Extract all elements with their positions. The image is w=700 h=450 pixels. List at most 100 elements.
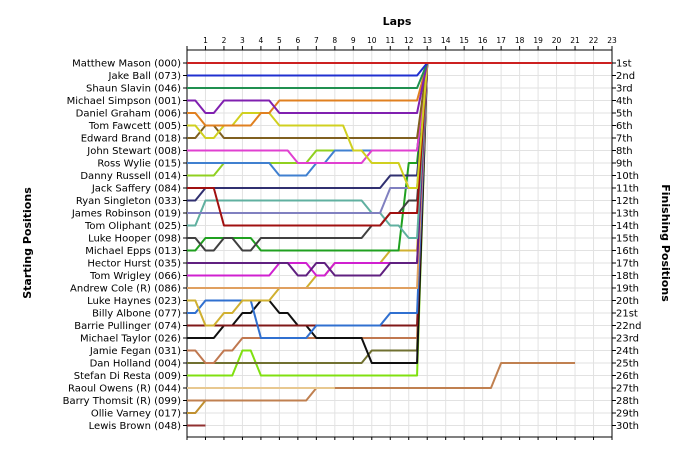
driver-name-label: Michael Epps (013) xyxy=(85,246,181,257)
series-line xyxy=(187,62,429,164)
series-line xyxy=(187,62,429,127)
driver-name-label: Stefan Di Resta (009) xyxy=(74,371,181,382)
finishing-position-label: 1st xyxy=(616,59,632,70)
lap-tick-label: 13 xyxy=(422,36,432,45)
driver-name-label: Shaun Slavin (046) xyxy=(86,84,181,95)
series-lines xyxy=(187,62,612,427)
lap-tick-label: 11 xyxy=(385,36,395,45)
finishing-position-label: 21st xyxy=(616,309,638,320)
finishing-position-label: 15th xyxy=(616,234,639,245)
driver-name-label: Michael Simpson (001) xyxy=(67,96,182,107)
driver-name-label: Ross Wylie (015) xyxy=(97,159,181,170)
series-line xyxy=(187,62,429,202)
driver-name-label: Barrie Pullinger (074) xyxy=(74,321,181,332)
finishing-position-label: 22nd xyxy=(616,321,641,332)
finishing-position-label: 14th xyxy=(616,221,639,232)
finishing-position-label: 2nd xyxy=(616,71,635,82)
driver-name-label: Danny Russell (014) xyxy=(80,171,181,182)
finishing-position-label: 26th xyxy=(616,371,639,382)
series-line xyxy=(187,62,429,377)
finishing-position-label: 24th xyxy=(616,346,639,357)
lap-tick-label: 9 xyxy=(351,36,356,45)
finishing-position-label: 9th xyxy=(616,159,633,170)
lap-tick-label: 17 xyxy=(496,36,506,45)
lap-tick-label: 14 xyxy=(441,36,451,45)
lap-tick-label: 6 xyxy=(295,36,300,45)
finishing-position-label: 19th xyxy=(616,284,639,295)
driver-name-label: Luke Haynes (023) xyxy=(87,296,181,307)
finishing-position-label: 23rd xyxy=(616,334,639,345)
driver-name-label: Dan Holland (004) xyxy=(90,359,182,370)
driver-name-label: Tom Fawcett (005) xyxy=(88,121,181,132)
finishing-position-label: 13th xyxy=(616,209,639,220)
lap-tick-label: 1 xyxy=(203,36,208,45)
driver-name-label: Daniel Graham (006) xyxy=(76,109,181,120)
grid xyxy=(186,49,613,438)
lap-tick-label: 22 xyxy=(589,36,599,45)
chart-title: Laps xyxy=(383,15,412,28)
series-line xyxy=(187,62,429,289)
finishing-position-label: 7th xyxy=(616,134,633,145)
finishing-position-label: 5th xyxy=(616,109,633,120)
lap-tick-label: 8 xyxy=(332,36,337,45)
series-line xyxy=(187,62,429,189)
lap-tick-label: 10 xyxy=(367,36,377,45)
driver-name-label: Matthew Mason (000) xyxy=(72,59,181,70)
series-line xyxy=(187,62,429,89)
finishing-position-label: 3rd xyxy=(616,84,633,95)
finishing-position-label: 29th xyxy=(616,409,639,420)
series-line xyxy=(187,62,429,239)
finishing-position-label: 12th xyxy=(616,196,639,207)
lap-tick-label: 23 xyxy=(607,36,617,45)
series-line xyxy=(187,399,207,414)
driver-name-label: Edward Brand (018) xyxy=(81,134,181,145)
series-line xyxy=(187,62,429,227)
finishing-positions-label: Finishing Positions xyxy=(659,184,672,302)
driver-name-label: Jack Saffery (084) xyxy=(91,184,181,195)
driver-name-label: Jake Ball (073) xyxy=(108,71,182,82)
series-line xyxy=(187,62,429,339)
finishing-position-label: 27th xyxy=(616,384,639,395)
driver-name-label: Ollie Varney (017) xyxy=(91,409,181,420)
finishing-position-label: 18th xyxy=(616,271,639,282)
lap-tick-label: 20 xyxy=(552,36,562,45)
starting-positions-label: Starting Positions xyxy=(21,187,34,299)
series-line xyxy=(187,62,429,214)
driver-name-label: Michael Taylor (026) xyxy=(80,334,181,345)
finishing-position-label: 4th xyxy=(616,96,633,107)
driver-name-label: Andrew Cole (R) (086) xyxy=(70,284,181,295)
driver-name-label: Billy Albone (077) xyxy=(92,309,181,320)
finishing-position-label: 25th xyxy=(616,359,639,370)
driver-name-label: Lewis Brown (048) xyxy=(89,421,181,432)
starting-position-labels: Matthew Mason (000)Jake Ball (073) Shaun … xyxy=(63,59,181,433)
lap-tick-label: 19 xyxy=(533,36,543,45)
finishing-position-label: 28th xyxy=(616,396,639,407)
driver-name-label: John Stewart (008) xyxy=(86,146,181,157)
lap-tick-label: 3 xyxy=(240,36,245,45)
lap-tick-label: 21 xyxy=(570,36,580,45)
lap-tick-label: 15 xyxy=(459,36,469,45)
lap-tick-label: 4 xyxy=(259,36,264,45)
lap-tick-label: 5 xyxy=(277,36,282,45)
finishing-position-label: 20th xyxy=(616,296,639,307)
driver-name-label: Raoul Owens (R) (044) xyxy=(68,384,181,395)
finishing-position-label: 17th xyxy=(616,259,639,270)
driver-name-label: Luke Hooper (098) xyxy=(88,234,181,245)
finishing-position-label: 30th xyxy=(616,421,639,432)
series-line xyxy=(187,62,429,114)
finishing-position-label: 6th xyxy=(616,121,633,132)
lap-tick-label: 16 xyxy=(478,36,488,45)
driver-name-label: Tom Wrigley (066) xyxy=(89,271,181,282)
driver-name-label: James Robinson (019) xyxy=(71,209,181,220)
finishing-position-label: 8th xyxy=(616,146,633,157)
lap-tick-label: 2 xyxy=(222,36,227,45)
finishing-position-label: 16th xyxy=(616,246,639,257)
driver-name-label: Tom Oliphant (025) xyxy=(84,221,181,232)
series-line xyxy=(187,62,428,77)
series-line xyxy=(187,62,429,252)
lap-tick-label: 18 xyxy=(515,36,525,45)
finishing-position-label: 11th xyxy=(616,184,639,195)
series-line xyxy=(187,62,429,364)
driver-name-label: Jamie Fegan (031) xyxy=(89,346,181,357)
finishing-position-label: 10th xyxy=(616,171,639,182)
